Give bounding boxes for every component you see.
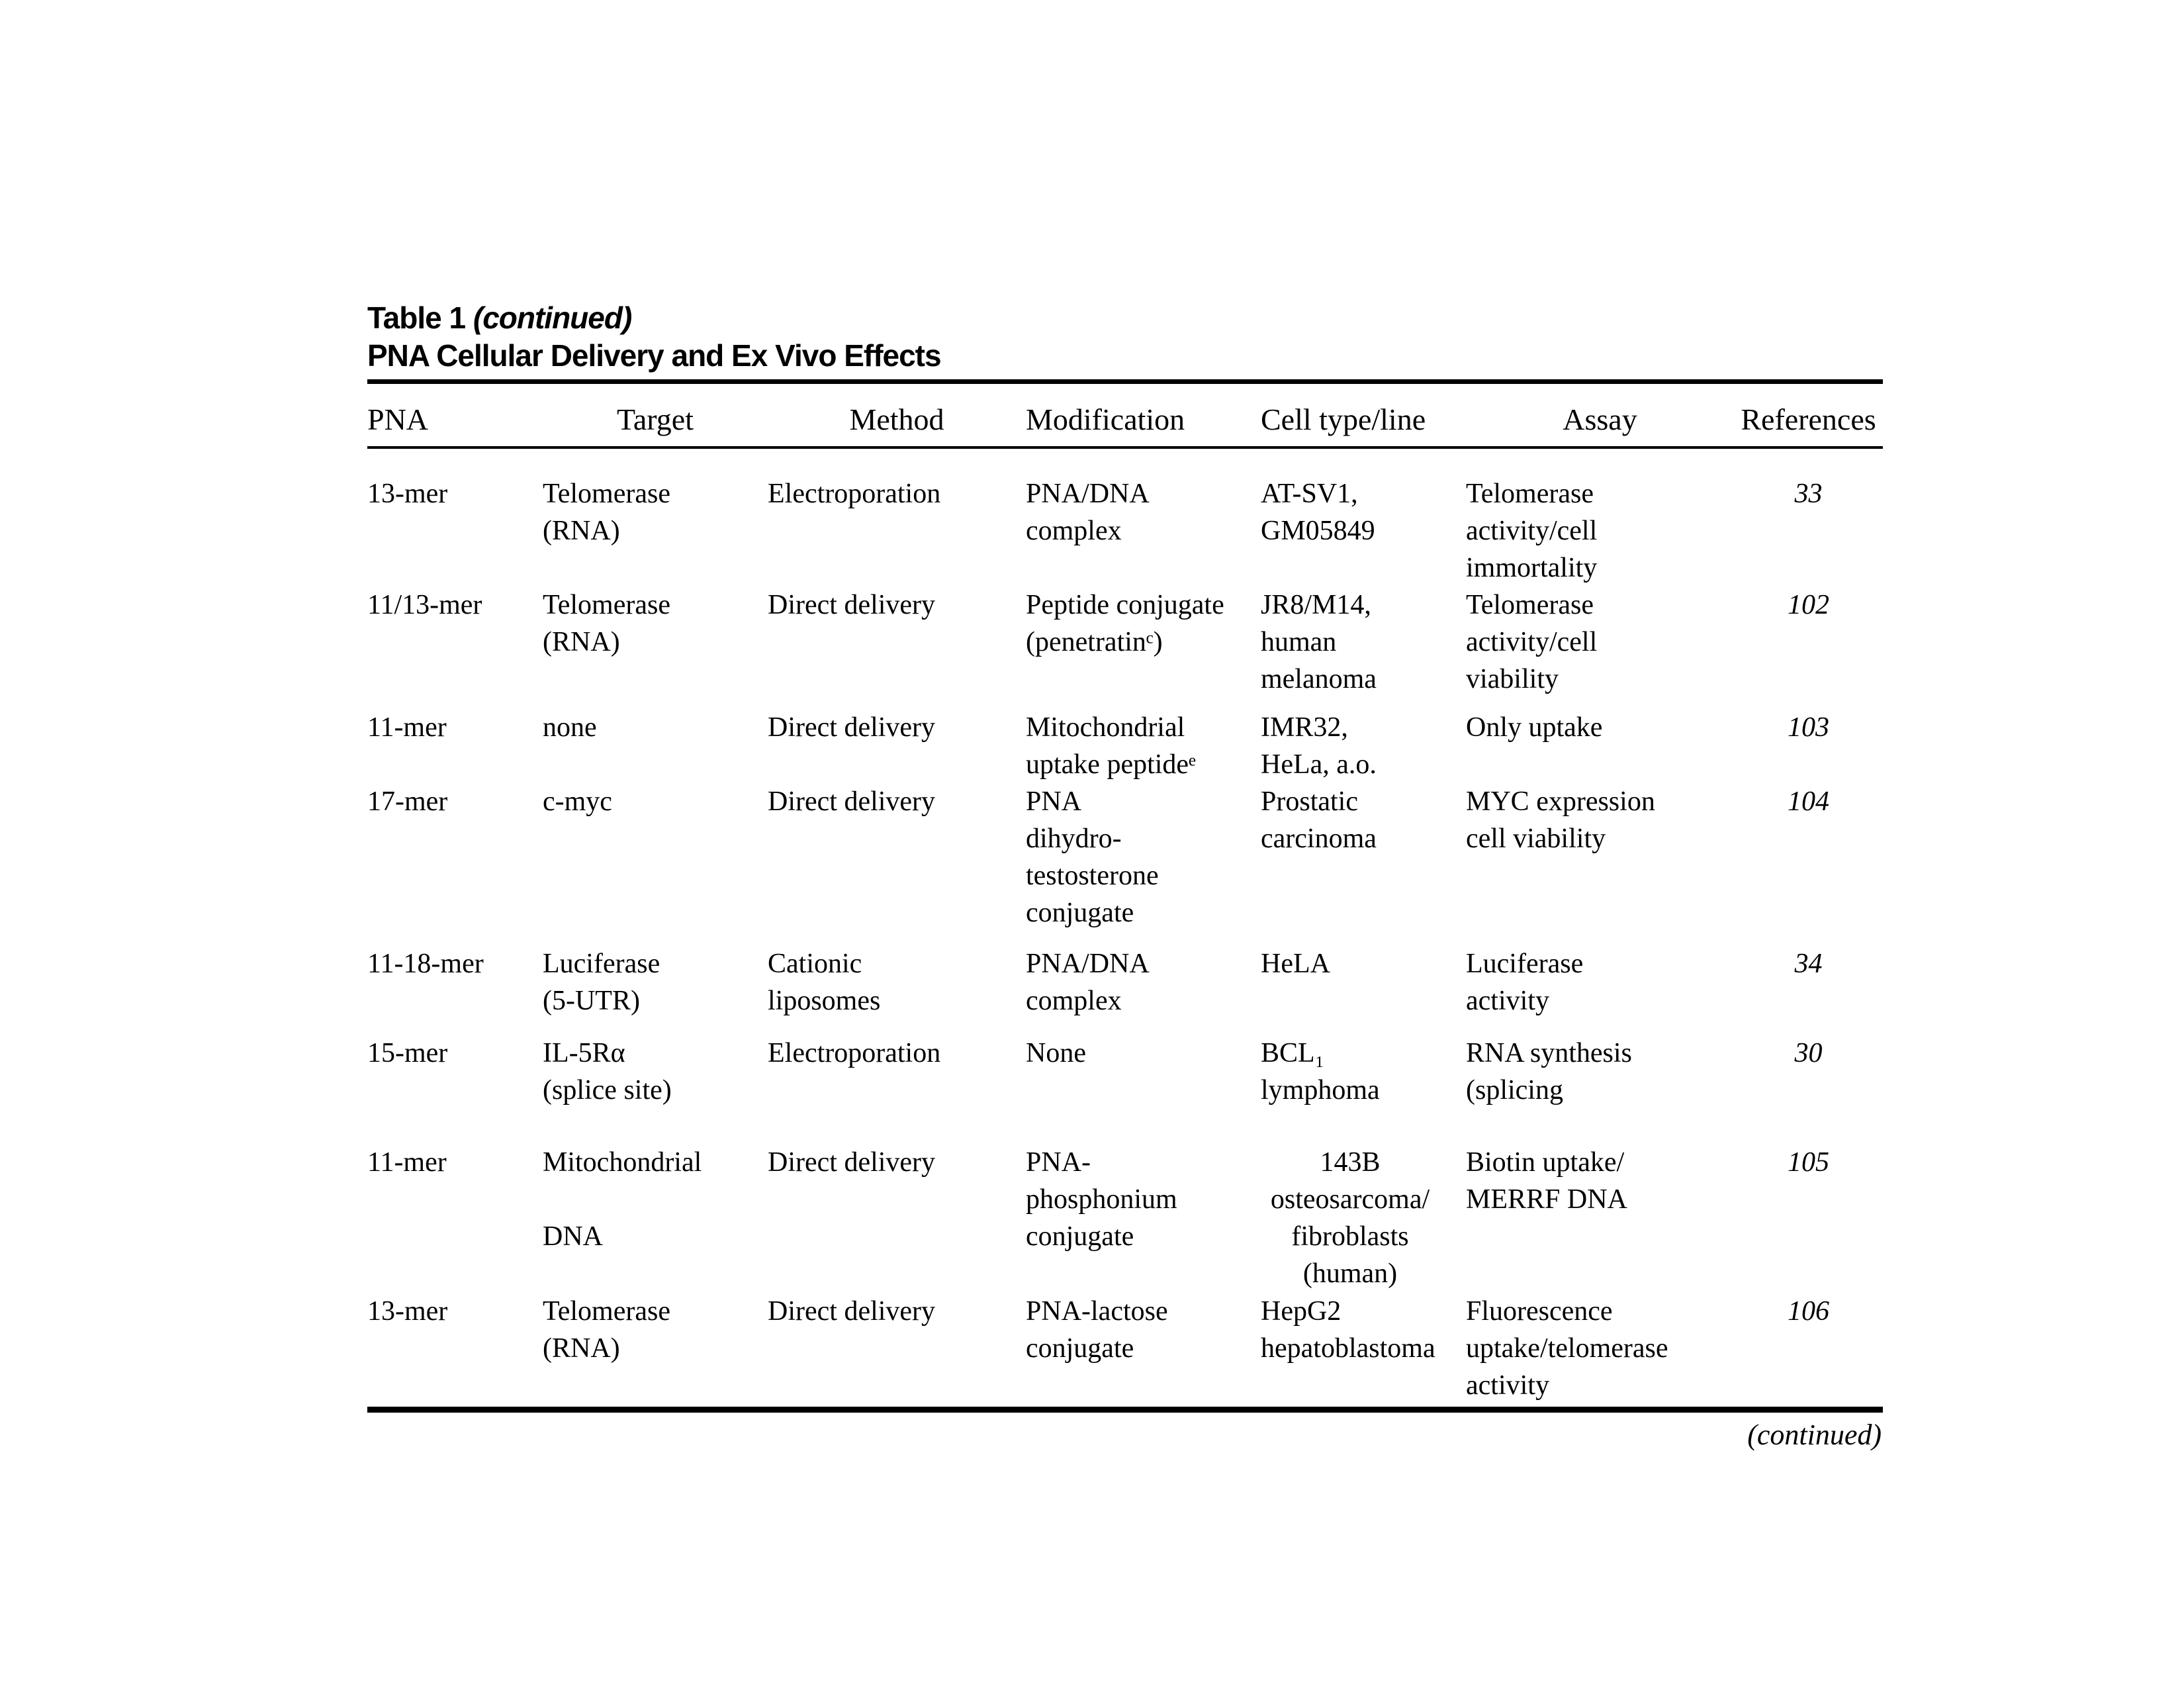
continued-note: (continued) xyxy=(1747,1419,1882,1451)
cell-pna: 11-18-mer xyxy=(367,949,484,979)
cell-modification: PNA/DNA complex xyxy=(1026,949,1150,1016)
cell-references: 33 xyxy=(1794,479,1823,509)
cell-pna: 11/13-mer xyxy=(367,590,482,620)
cell-modification: PNA dihydro- testosterone conjugate xyxy=(1026,786,1159,928)
cell-assay: Telomerase activity/cell viability xyxy=(1466,590,1598,694)
table-row: 13-mer Telomerase (RNA) Direct delivery … xyxy=(367,1293,1883,1404)
cell-cell-type: HeLA xyxy=(1261,949,1330,979)
cell-cell-type: IMR32, HeLa, a.o. xyxy=(1261,712,1377,780)
cell-method: Direct delivery xyxy=(768,590,936,620)
cell-target: Mitochondrial DNA xyxy=(543,1147,702,1252)
cell-method: Direct delivery xyxy=(768,1147,936,1178)
cell-target: Telomerase (RNA) xyxy=(543,1296,670,1364)
header-pna: PNA xyxy=(367,384,543,449)
table-row: 13-mer Telomerase (RNA) Electroporation … xyxy=(367,475,1883,586)
cell-cell-type: AT-SV1, GM05849 xyxy=(1261,479,1375,546)
page-sheet: Table 1 (continued) PNA Cellular Deliver… xyxy=(367,299,1883,1452)
cell-assay: Only uptake xyxy=(1466,712,1603,743)
cell-references: 34 xyxy=(1794,949,1823,979)
cell-target: Telomerase (RNA) xyxy=(543,590,670,657)
cell-cell-type: 143B osteosarcoma/ fibroblasts (human) xyxy=(1270,1147,1430,1289)
cell-pna: 15-mer xyxy=(367,1038,448,1068)
table-row: 11-mer none Direct delivery Mitochondria… xyxy=(367,709,1883,783)
cell-assay: RNA synthesis (splicing xyxy=(1466,1038,1632,1105)
table-title-text: Table 1 xyxy=(367,301,473,335)
header-assay: Assay xyxy=(1466,384,1734,449)
cell-cell-type: BCL₁ lymphoma xyxy=(1261,1038,1380,1105)
cell-references: 30 xyxy=(1794,1038,1823,1068)
cell-references: 105 xyxy=(1788,1147,1829,1178)
cell-method: Direct delivery xyxy=(768,712,936,743)
header-target: Target xyxy=(543,384,768,449)
header-modification: Modification xyxy=(1026,384,1261,449)
cell-assay: Biotin uptake/ MERRF DNA xyxy=(1466,1147,1627,1215)
cell-cell-type: Prostatic carcinoma xyxy=(1261,786,1377,854)
bottom-rule xyxy=(367,1407,1883,1413)
cell-assay: MYC expression cell viability xyxy=(1466,786,1655,854)
header-cell-type: Cell type/line xyxy=(1261,384,1466,449)
cell-references: 104 xyxy=(1788,786,1829,817)
cell-target: IL-5Rα (splice site) xyxy=(543,1038,672,1105)
header-method: Method xyxy=(768,384,1026,449)
cell-modification: PNA-lactose conjugate xyxy=(1026,1296,1168,1364)
cell-method: Direct delivery xyxy=(768,1296,936,1327)
pna-delivery-table: PNA Target Method Modification Cell type… xyxy=(367,384,1883,1404)
cell-pna: 11-mer xyxy=(367,1147,447,1178)
table-title-continued: (continued) xyxy=(473,301,632,335)
cell-method: Direct delivery xyxy=(768,786,936,817)
cell-pna: 13-mer xyxy=(367,1296,448,1327)
table-row: 17-mer c-myc Direct delivery PNA dihydro… xyxy=(367,783,1883,945)
cell-modification: PNA- phosphonium conjugate xyxy=(1026,1147,1177,1252)
cell-cell-type: HepG2 hepatoblastoma xyxy=(1261,1296,1435,1364)
cell-target: Telomerase (RNA) xyxy=(543,479,670,546)
cell-modification: Mitochondrial uptake peptideᵉ xyxy=(1026,712,1196,780)
header-row: PNA Target Method Modification Cell type… xyxy=(367,384,1883,449)
cell-method: Electroporation xyxy=(768,479,941,509)
cell-pna: 13-mer xyxy=(367,479,448,509)
cell-modification: Peptide conjugate (penetratinᶜ) xyxy=(1026,590,1224,657)
table-title: Table 1 (continued) xyxy=(367,299,1883,337)
table-caption: Table 1 (continued) PNA Cellular Deliver… xyxy=(367,299,1883,375)
cell-pna: 11-mer xyxy=(367,712,447,743)
table-row: 11-18-mer Luciferase (5-UTR) Cationic li… xyxy=(367,945,1883,1035)
cell-modification: None xyxy=(1026,1038,1086,1068)
cell-assay: Fluorescence uptake/telomerase activity xyxy=(1466,1296,1668,1401)
table-row: 11-mer Mitochondrial DNA Direct delivery… xyxy=(367,1144,1883,1293)
cell-modification: PNA/DNA complex xyxy=(1026,479,1150,546)
cell-references: 103 xyxy=(1788,712,1829,743)
cell-assay: Telomerase activity/cell immortality xyxy=(1466,479,1598,583)
table-row: 15-mer IL-5Rα (splice site) Electroporat… xyxy=(367,1035,1883,1144)
table-subtitle: PNA Cellular Delivery and Ex Vivo Effect… xyxy=(367,338,942,373)
cell-pna: 17-mer xyxy=(367,786,448,817)
cell-references: 102 xyxy=(1788,590,1829,620)
cell-references: 106 xyxy=(1788,1296,1829,1327)
table-row: 11/13-mer Telomerase (RNA) Direct delive… xyxy=(367,586,1883,709)
table-header: PNA Target Method Modification Cell type… xyxy=(367,384,1883,449)
cell-target: c-myc xyxy=(543,786,612,817)
header-references: References xyxy=(1734,384,1883,449)
top-rule xyxy=(367,379,1883,384)
cell-target: none xyxy=(543,712,597,743)
cell-target: Luciferase (5-UTR) xyxy=(543,949,660,1016)
cell-method: Electroporation xyxy=(768,1038,941,1068)
table-body: 13-mer Telomerase (RNA) Electroporation … xyxy=(367,447,1883,1404)
cell-method: Cationic liposomes xyxy=(768,949,881,1016)
cell-assay: Luciferase activity xyxy=(1466,949,1584,1016)
cell-cell-type: JR8/M14, human melanoma xyxy=(1261,590,1377,694)
